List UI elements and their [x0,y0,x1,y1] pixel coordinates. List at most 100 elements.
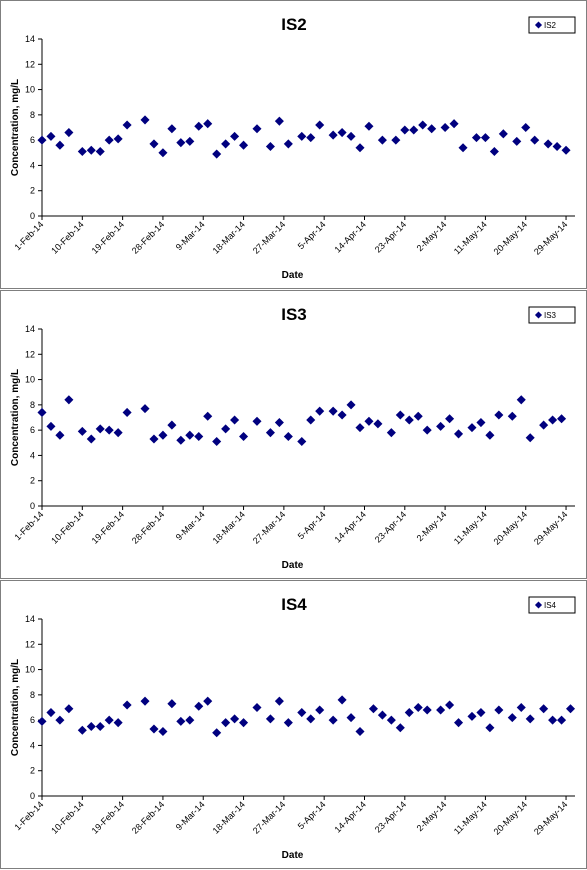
data-point [315,705,325,715]
data-point [203,119,213,129]
data-point [346,131,356,141]
data-point [436,705,446,715]
legend-entry: IS4 [544,601,557,610]
data-point [149,139,159,149]
data-point [306,714,316,724]
legend-box [528,596,576,614]
data-point [485,430,495,440]
data-point [149,434,159,444]
y-tick-label: 6 [30,135,35,145]
y-tick-label: 14 [25,34,35,44]
x-tick-label: 2-May-14 [415,509,449,543]
data-point [37,135,47,145]
data-point [306,133,316,143]
data-point [140,696,150,706]
data-point [306,415,316,425]
chart-svg-is2: IS2 IS2 0 2 4 6 8 10 12 14 1-Feb-14 10-Feb-14 19-Feb… [10,15,576,281]
data-point [158,726,168,737]
x-tick-label: 14-Apr-14 [333,799,368,834]
y-tick-label: 14 [25,324,35,334]
data-point [95,721,105,731]
x-tick-label: 23-Apr-14 [373,219,408,254]
data-point [46,421,56,431]
data-point [467,711,477,721]
data-point [539,420,549,430]
data-point [436,421,446,431]
data-point [485,723,495,733]
legend-entry: IS2 [544,21,557,30]
legend-box [528,306,576,324]
data-point [122,120,132,130]
x-tick-label: 14-Apr-14 [333,219,368,254]
data-point [400,125,410,135]
x-tick-label: 23-Apr-14 [373,509,408,544]
data-point [230,131,240,141]
data-point [46,708,56,718]
data-point [476,708,486,718]
data-point [297,436,307,447]
y-tick-label: 10 [25,375,35,385]
x-tick-label: 11-May-14 [452,219,489,256]
data-point [413,702,423,713]
x-tick-label: 27-Mar-14 [251,799,287,835]
data-point [158,148,168,158]
y-tick-label: 6 [30,425,35,435]
data-point [86,145,96,155]
x-tick-label: 20-May-14 [492,799,529,836]
x-tick-label: 23-Apr-14 [373,799,408,834]
data-point [386,715,396,725]
y-tick-label: 12 [25,639,35,649]
y-tick-label: 8 [30,110,35,120]
legend-box [528,16,576,34]
y-tick-label: 10 [25,85,35,95]
data-point [539,704,549,714]
chart-title-is3: IS3 [281,305,307,324]
data-point [203,411,213,421]
data-point [274,418,284,428]
data-point [86,721,96,731]
chart-title-is4: IS4 [281,595,307,614]
data-point [328,406,338,416]
y-tick-label: 8 [30,690,35,700]
data-point [113,428,123,438]
data-point [565,704,576,714]
y-tick-label: 0 [30,501,35,511]
data-point [185,430,195,440]
data-point [548,415,558,425]
data-point [77,725,87,735]
x-tick-label: 9-Mar-14 [174,799,207,832]
data-point [265,141,275,151]
data-point [494,410,504,420]
data-point [252,124,262,134]
y-tick-label: 8 [30,400,35,410]
data-point [176,716,186,726]
data-point [386,428,396,438]
data-point [404,415,414,425]
data-point [467,423,477,433]
x-tick-label: 18-Mar-14 [211,219,247,255]
data-point [122,407,132,417]
data-point [373,419,383,429]
data-point [525,714,535,724]
data-point [494,705,504,715]
x-tick-label: 29-May-14 [532,799,569,836]
data-point [404,708,414,718]
data-point [55,140,65,150]
x-tick-label: 27-Mar-14 [251,219,287,255]
data-point [104,425,114,435]
legend-entry: IS3 [544,311,557,320]
legend-marker [534,311,543,319]
data-point [104,135,114,145]
legend-is4: IS4 [528,596,576,614]
x-tick-label: 10-Feb-14 [49,219,85,255]
y-tick-label: 0 [30,211,35,221]
legend-is3: IS3 [528,306,576,324]
x-tick-label: 14-Apr-14 [333,509,368,544]
data-point [212,436,222,447]
data-point [525,433,535,443]
data-point [561,145,571,155]
y-tick-label: 14 [25,614,35,624]
data-point [440,122,450,133]
data-point [95,424,105,434]
data-point [454,718,464,728]
